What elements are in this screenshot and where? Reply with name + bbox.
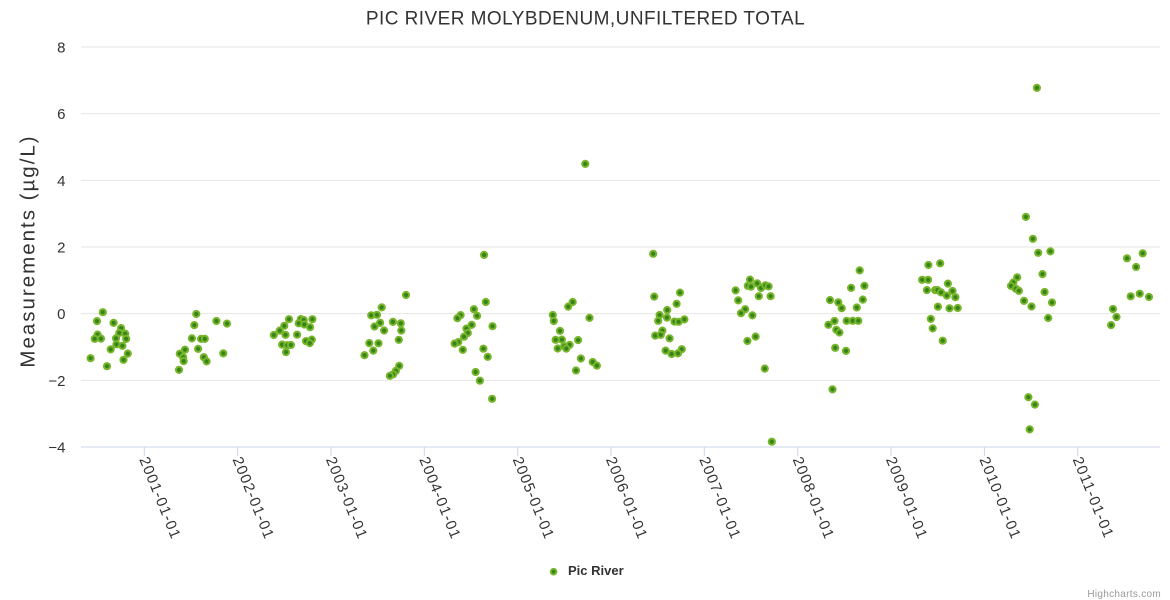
svg-text:4: 4 bbox=[57, 173, 65, 190]
svg-text:−4: −4 bbox=[48, 440, 65, 457]
svg-text:Highcharts.com: Highcharts.com bbox=[1087, 589, 1161, 600]
svg-text:Measurements (µg/L): Measurements (µg/L) bbox=[17, 134, 40, 367]
svg-text:Pic River: Pic River bbox=[568, 563, 624, 578]
svg-text:2: 2 bbox=[57, 240, 65, 257]
svg-text:8: 8 bbox=[57, 40, 65, 57]
svg-text:0: 0 bbox=[57, 306, 65, 323]
svg-text:6: 6 bbox=[57, 106, 65, 123]
svg-text:PIC RIVER MOLYBDENUM,UNFILTERE: PIC RIVER MOLYBDENUM,UNFILTERED TOTAL bbox=[366, 9, 805, 30]
svg-text:−2: −2 bbox=[48, 373, 65, 390]
